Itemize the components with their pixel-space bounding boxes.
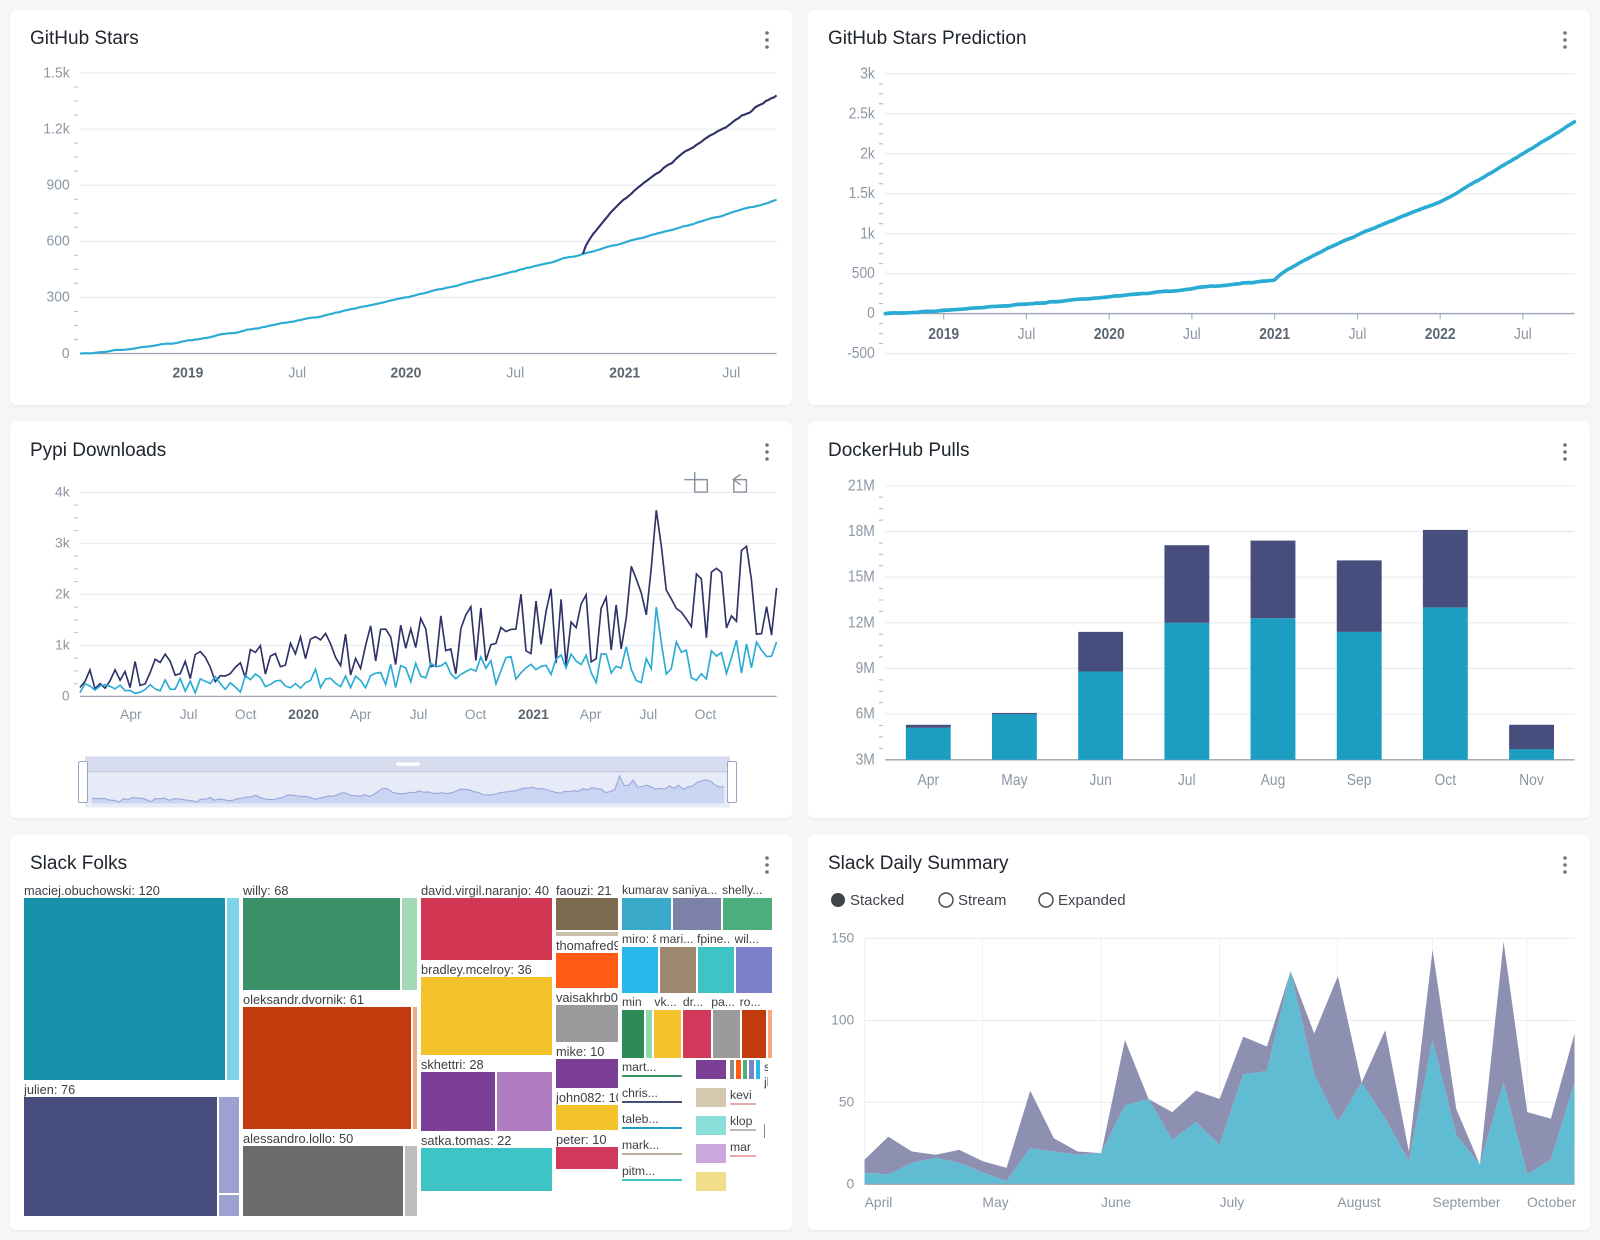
svg-text:Jul: Jul [639, 706, 657, 722]
svg-text:6M: 6M [856, 706, 875, 723]
svg-text:Jul: Jul [1178, 773, 1196, 790]
svg-text:15M: 15M [848, 569, 875, 586]
svg-text:Jul: Jul [1349, 326, 1367, 343]
svg-text:Oct: Oct [1435, 773, 1457, 790]
svg-text:September: September [1433, 1193, 1501, 1209]
svg-text:June: June [1101, 1193, 1131, 1209]
svg-text:Oct: Oct [695, 706, 717, 722]
svg-text:July: July [1220, 1193, 1245, 1209]
svg-text:April: April [865, 1193, 893, 1209]
svg-text:Stream: Stream [958, 892, 1006, 909]
svg-text:Jul: Jul [506, 365, 524, 381]
svg-text:Expanded: Expanded [1058, 892, 1126, 909]
svg-text:Apr: Apr [120, 706, 142, 722]
svg-text:Jul: Jul [1183, 326, 1201, 343]
svg-text:0: 0 [867, 306, 875, 323]
svg-text:2019: 2019 [172, 365, 203, 381]
svg-text:2021: 2021 [518, 706, 549, 722]
svg-text:Jul: Jul [180, 706, 198, 722]
svg-text:3k: 3k [860, 66, 875, 83]
svg-text:500: 500 [852, 266, 875, 283]
svg-text:300: 300 [47, 289, 70, 305]
svg-text:1.5k: 1.5k [849, 186, 876, 203]
svg-text:600: 600 [47, 233, 70, 249]
svg-text:2019: 2019 [928, 326, 959, 343]
svg-text:Aug: Aug [1261, 773, 1286, 790]
svg-text:900: 900 [47, 177, 70, 193]
svg-text:October: October [1527, 1193, 1577, 1209]
svg-text:150: 150 [831, 929, 854, 945]
svg-text:Jul: Jul [722, 365, 740, 381]
svg-text:2020: 2020 [1094, 326, 1125, 343]
svg-text:50: 50 [839, 1093, 855, 1109]
svg-text:Apr: Apr [350, 706, 372, 722]
svg-text:Oct: Oct [235, 706, 257, 722]
svg-text:Jul: Jul [1514, 326, 1532, 343]
svg-text:1k: 1k [860, 226, 875, 243]
svg-text:2k: 2k [55, 586, 70, 602]
svg-text:2020: 2020 [390, 365, 421, 381]
svg-text:0: 0 [847, 1175, 855, 1191]
svg-text:3k: 3k [55, 535, 70, 551]
svg-text:0: 0 [62, 346, 70, 362]
svg-text:2k: 2k [860, 146, 875, 163]
svg-text:1.5k: 1.5k [43, 65, 70, 81]
svg-text:Jul: Jul [410, 706, 428, 722]
svg-text:Sep: Sep [1347, 773, 1372, 790]
svg-text:Nov: Nov [1519, 773, 1544, 790]
svg-text:Oct: Oct [465, 706, 487, 722]
svg-text:18M: 18M [848, 524, 875, 541]
svg-text:2021: 2021 [1259, 326, 1290, 343]
svg-text:2.5k: 2.5k [849, 106, 876, 123]
svg-text:Jun: Jun [1089, 773, 1111, 790]
svg-text:-500: -500 [847, 345, 875, 362]
svg-text:May: May [1001, 773, 1028, 790]
svg-text:2020: 2020 [288, 706, 319, 722]
svg-text:3M: 3M [856, 752, 875, 769]
svg-text:2021: 2021 [609, 365, 640, 381]
svg-text:1.2k: 1.2k [43, 121, 70, 137]
svg-text:Apr: Apr [580, 706, 602, 722]
svg-text:0: 0 [62, 688, 70, 704]
svg-text:21M: 21M [848, 478, 875, 495]
svg-text:Stacked: Stacked [850, 892, 904, 909]
svg-text:August: August [1337, 1193, 1380, 1209]
svg-text:Jul: Jul [1018, 326, 1036, 343]
svg-text:9M: 9M [856, 661, 875, 678]
svg-text:Apr: Apr [917, 773, 939, 790]
svg-text:May: May [982, 1193, 1008, 1209]
svg-text:100: 100 [831, 1011, 854, 1027]
svg-text:12M: 12M [848, 615, 875, 632]
svg-text:4k: 4k [55, 484, 70, 500]
svg-text:2022: 2022 [1425, 326, 1456, 343]
svg-text:1k: 1k [55, 637, 70, 653]
svg-text:Jul: Jul [288, 365, 306, 381]
